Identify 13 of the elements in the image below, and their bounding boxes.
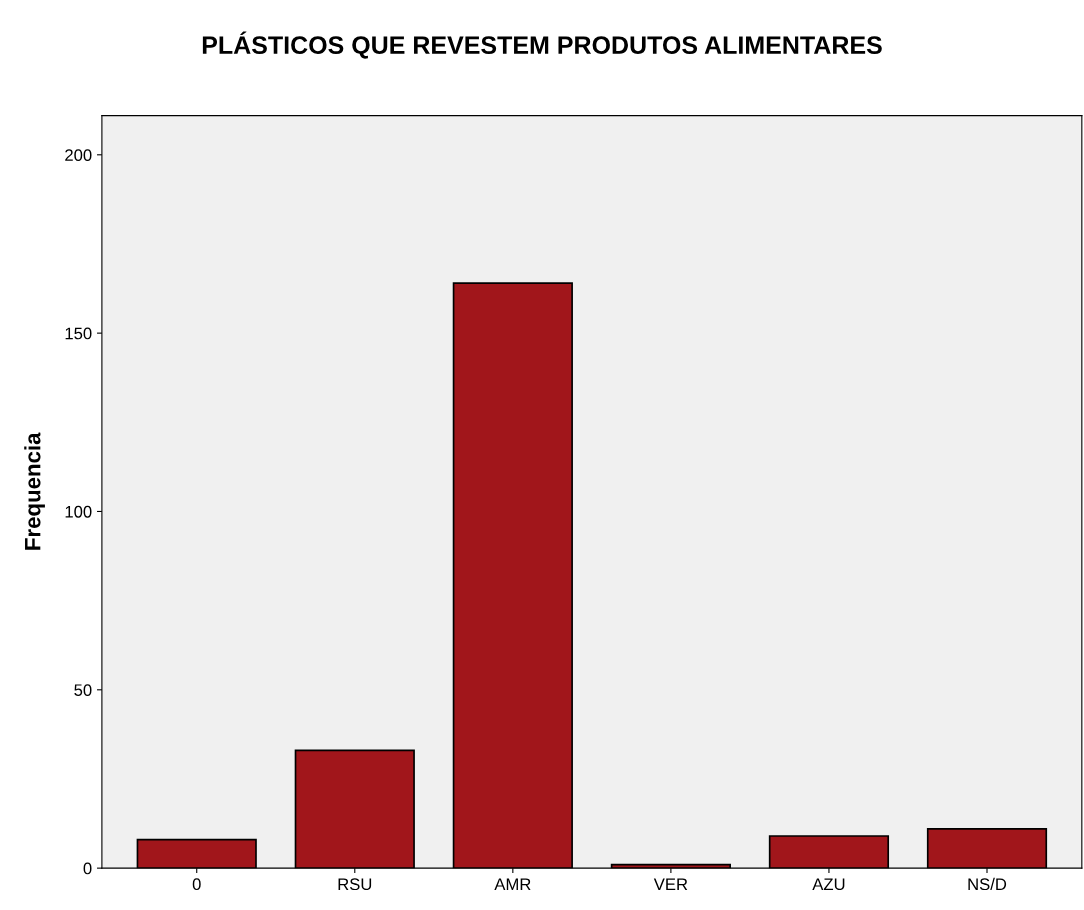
- y-tick-label: 200: [65, 149, 92, 162]
- x-tick-label: 0: [192, 878, 201, 891]
- y-tick-label: 50: [74, 684, 92, 697]
- x-tick-label: VER: [653, 878, 688, 890]
- y-tick-label: 100: [65, 505, 92, 518]
- x-tick-label: AMR: [494, 878, 531, 890]
- y-axis-title: Frequencia: [24, 432, 45, 550]
- x-tick-label: RSU: [338, 878, 372, 891]
- chart-title: PLÁSTICOS QUE REVESTEM PRODUTOS ALIMENTARES: [202, 31, 882, 59]
- x-tick-label: AZU: [812, 878, 845, 891]
- y-tick-label: 150: [65, 327, 92, 340]
- y-tick-label: 0: [83, 862, 92, 875]
- x-tick-label: NS/D: [968, 877, 1007, 891]
